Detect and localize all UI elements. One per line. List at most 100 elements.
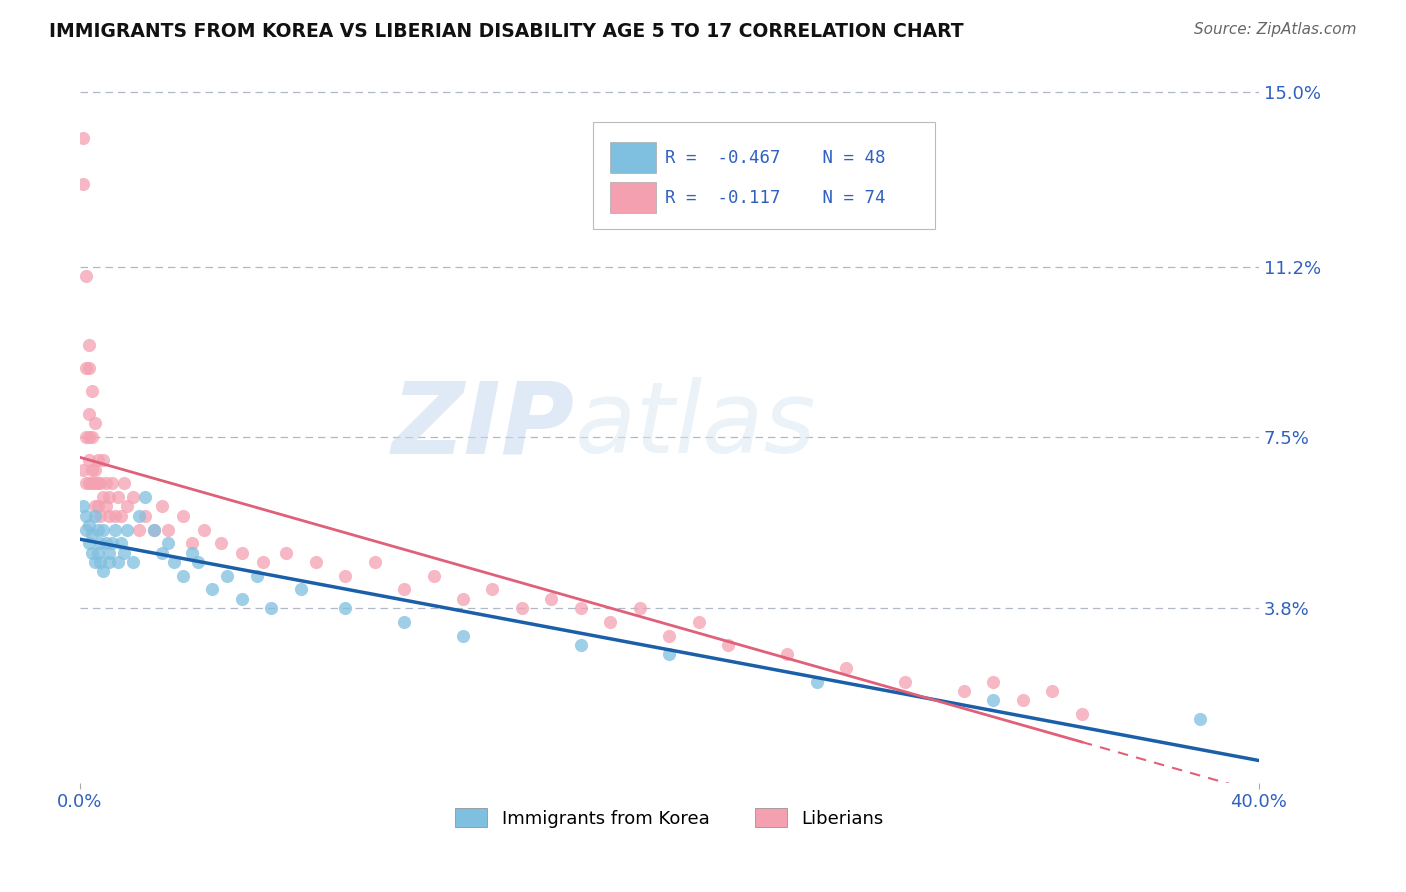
FancyBboxPatch shape xyxy=(593,122,935,229)
Point xyxy=(246,568,269,582)
Point xyxy=(115,500,138,514)
Point xyxy=(86,476,108,491)
Point xyxy=(451,628,474,642)
Point xyxy=(569,638,592,652)
Point xyxy=(77,407,100,421)
Point xyxy=(80,545,103,559)
Point xyxy=(1188,712,1211,726)
Point xyxy=(107,555,129,569)
Point xyxy=(217,568,239,582)
Point xyxy=(80,476,103,491)
Point xyxy=(89,476,111,491)
Point xyxy=(75,476,97,491)
Point xyxy=(209,536,232,550)
Point xyxy=(93,453,115,467)
Point xyxy=(83,500,105,514)
Point xyxy=(392,615,415,629)
Point xyxy=(75,268,97,283)
Point xyxy=(128,508,150,523)
Point xyxy=(180,545,202,559)
Point xyxy=(894,674,917,689)
Point xyxy=(86,453,108,467)
Point xyxy=(806,674,828,689)
Point xyxy=(953,683,976,698)
Point xyxy=(122,555,145,569)
Point xyxy=(93,523,115,537)
Point xyxy=(252,555,274,569)
Point xyxy=(304,555,326,569)
Point xyxy=(363,555,385,569)
Point xyxy=(983,693,1005,707)
Point xyxy=(172,568,194,582)
Point xyxy=(333,600,356,615)
Point xyxy=(128,523,150,537)
Point xyxy=(290,582,312,597)
Point xyxy=(717,638,740,652)
Point xyxy=(142,523,165,537)
FancyBboxPatch shape xyxy=(610,143,657,173)
Text: Source: ZipAtlas.com: Source: ZipAtlas.com xyxy=(1194,22,1357,37)
Point xyxy=(80,384,103,399)
Point xyxy=(112,545,135,559)
Point xyxy=(83,462,105,476)
Point xyxy=(89,508,111,523)
Point xyxy=(658,628,681,642)
Point xyxy=(80,462,103,476)
Point xyxy=(72,500,94,514)
Point xyxy=(96,476,118,491)
Point xyxy=(101,536,124,550)
Point xyxy=(193,523,215,537)
Point xyxy=(599,615,621,629)
Point xyxy=(110,508,132,523)
Point xyxy=(107,490,129,504)
Point xyxy=(75,508,97,523)
Point xyxy=(86,500,108,514)
Point xyxy=(93,564,115,578)
Point xyxy=(134,508,156,523)
Text: atlas: atlas xyxy=(575,377,817,475)
Point xyxy=(75,430,97,444)
Point xyxy=(163,555,186,569)
Point xyxy=(1042,683,1064,698)
Point xyxy=(510,600,533,615)
Point xyxy=(77,453,100,467)
Point xyxy=(688,615,710,629)
Point xyxy=(77,361,100,376)
Text: IMMIGRANTS FROM KOREA VS LIBERIAN DISABILITY AGE 5 TO 17 CORRELATION CHART: IMMIGRANTS FROM KOREA VS LIBERIAN DISABI… xyxy=(49,22,965,41)
Point xyxy=(157,536,180,550)
Point xyxy=(201,582,224,597)
Point xyxy=(98,508,121,523)
Text: R =  -0.467    N = 48: R = -0.467 N = 48 xyxy=(665,149,884,167)
Point xyxy=(77,430,100,444)
Point xyxy=(72,177,94,191)
Point xyxy=(540,591,562,606)
Point xyxy=(98,490,121,504)
Point xyxy=(333,568,356,582)
Point xyxy=(422,568,444,582)
Point xyxy=(96,536,118,550)
Text: R =  -0.117    N = 74: R = -0.117 N = 74 xyxy=(665,189,884,207)
Point xyxy=(101,476,124,491)
Point xyxy=(77,476,100,491)
Point xyxy=(77,338,100,352)
Point xyxy=(180,536,202,550)
Point xyxy=(134,490,156,504)
Point xyxy=(75,361,97,376)
Point xyxy=(72,130,94,145)
Point xyxy=(1012,693,1035,707)
Text: ZIP: ZIP xyxy=(392,377,575,475)
Point xyxy=(80,430,103,444)
Point xyxy=(80,527,103,541)
Point xyxy=(89,536,111,550)
Point xyxy=(569,600,592,615)
Point xyxy=(89,555,111,569)
Point xyxy=(83,417,105,431)
Point xyxy=(776,647,799,661)
FancyBboxPatch shape xyxy=(610,183,657,213)
Point xyxy=(112,476,135,491)
Point xyxy=(276,545,298,559)
Point xyxy=(628,600,651,615)
Point xyxy=(104,508,127,523)
Point xyxy=(187,555,209,569)
Point xyxy=(83,476,105,491)
